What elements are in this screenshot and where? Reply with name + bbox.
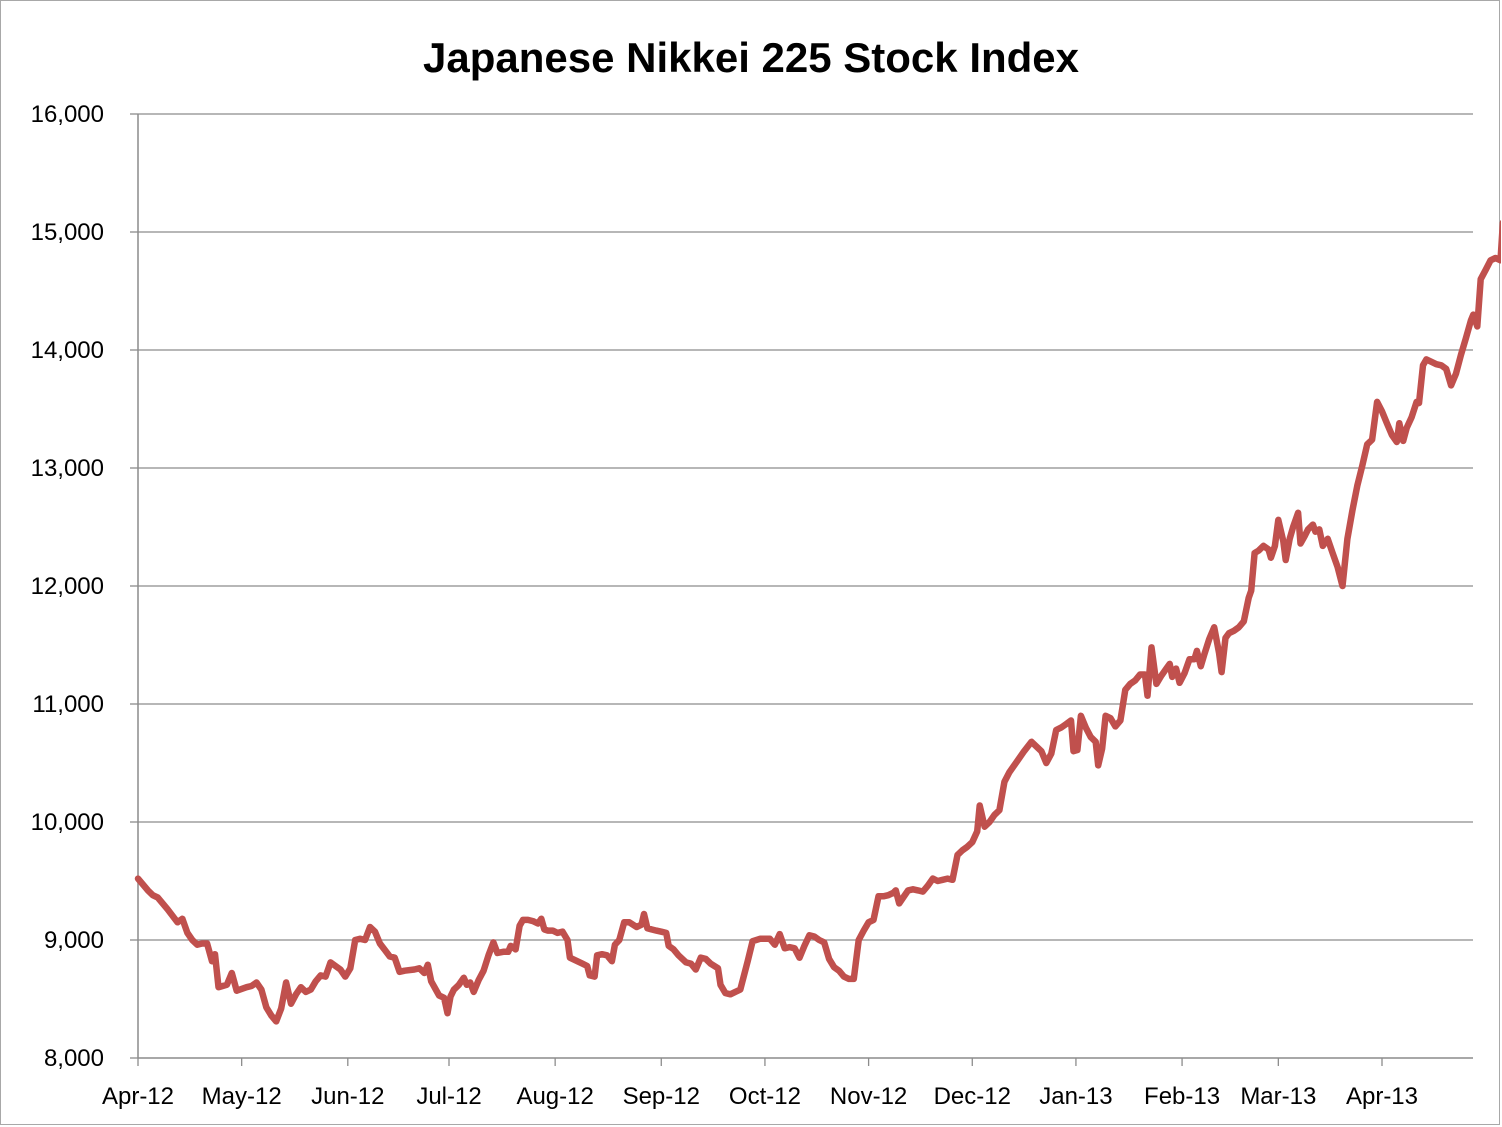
y-tick-label-8000: 8,000 [44, 1045, 104, 1072]
x-tick-label-apr-13: Apr-13 [1346, 1083, 1418, 1110]
x-tick-label-nov-12: Nov-12 [830, 1083, 907, 1110]
chart-title: Japanese Nikkei 225 Stock Index [423, 34, 1080, 81]
x-tick-label-mar-13: Mar-13 [1240, 1083, 1316, 1110]
y-axis-tick-labels: 8,000 9,000 10,000 11,000 12,000 13,000 14,000… [31, 101, 104, 1072]
x-tick-label-aug-12: Aug-12 [516, 1083, 593, 1110]
y-tick-label-12000: 12,000 [31, 573, 104, 600]
y-tick-label-15000: 15,000 [31, 219, 104, 246]
x-tick-label-jan-13: Jan-13 [1039, 1083, 1112, 1110]
y-tick-label-16000: 16,000 [31, 101, 104, 128]
x-tick-label-jun-12: Jun-12 [311, 1083, 384, 1110]
x-tick-label-may-12: May-12 [202, 1083, 282, 1110]
x-axis-ticks: Apr-12 May-12 Jun-12 Jul-12 Aug-12 Sep-12 Oct-… [102, 1058, 1418, 1110]
y-tick-label-9000: 9,000 [44, 927, 104, 954]
x-tick-label-jul-12: Jul-12 [416, 1083, 481, 1110]
series-lines [134, 219, 1501, 1025]
y-tick-label-11000: 11,000 [32, 691, 104, 718]
x-tick-label-sep-12: Sep-12 [623, 1083, 700, 1110]
y-tick-label-10000: 10,000 [31, 809, 104, 836]
y-tick-label-14000: 14,000 [31, 337, 104, 364]
y-tick-label-13000: 13,000 [31, 455, 104, 482]
x-tick-label-feb-13: Feb-13 [1144, 1083, 1220, 1110]
x-tick-label-dec-12: Dec-12 [934, 1083, 1011, 1110]
axes [137, 114, 1473, 1059]
x-tick-label-apr-12: Apr-12 [102, 1083, 174, 1110]
gridlines [130, 113, 1473, 1059]
series-line-nikkei-225 [134, 219, 1501, 1025]
x-tick-label-oct-12: Oct-12 [729, 1083, 801, 1110]
